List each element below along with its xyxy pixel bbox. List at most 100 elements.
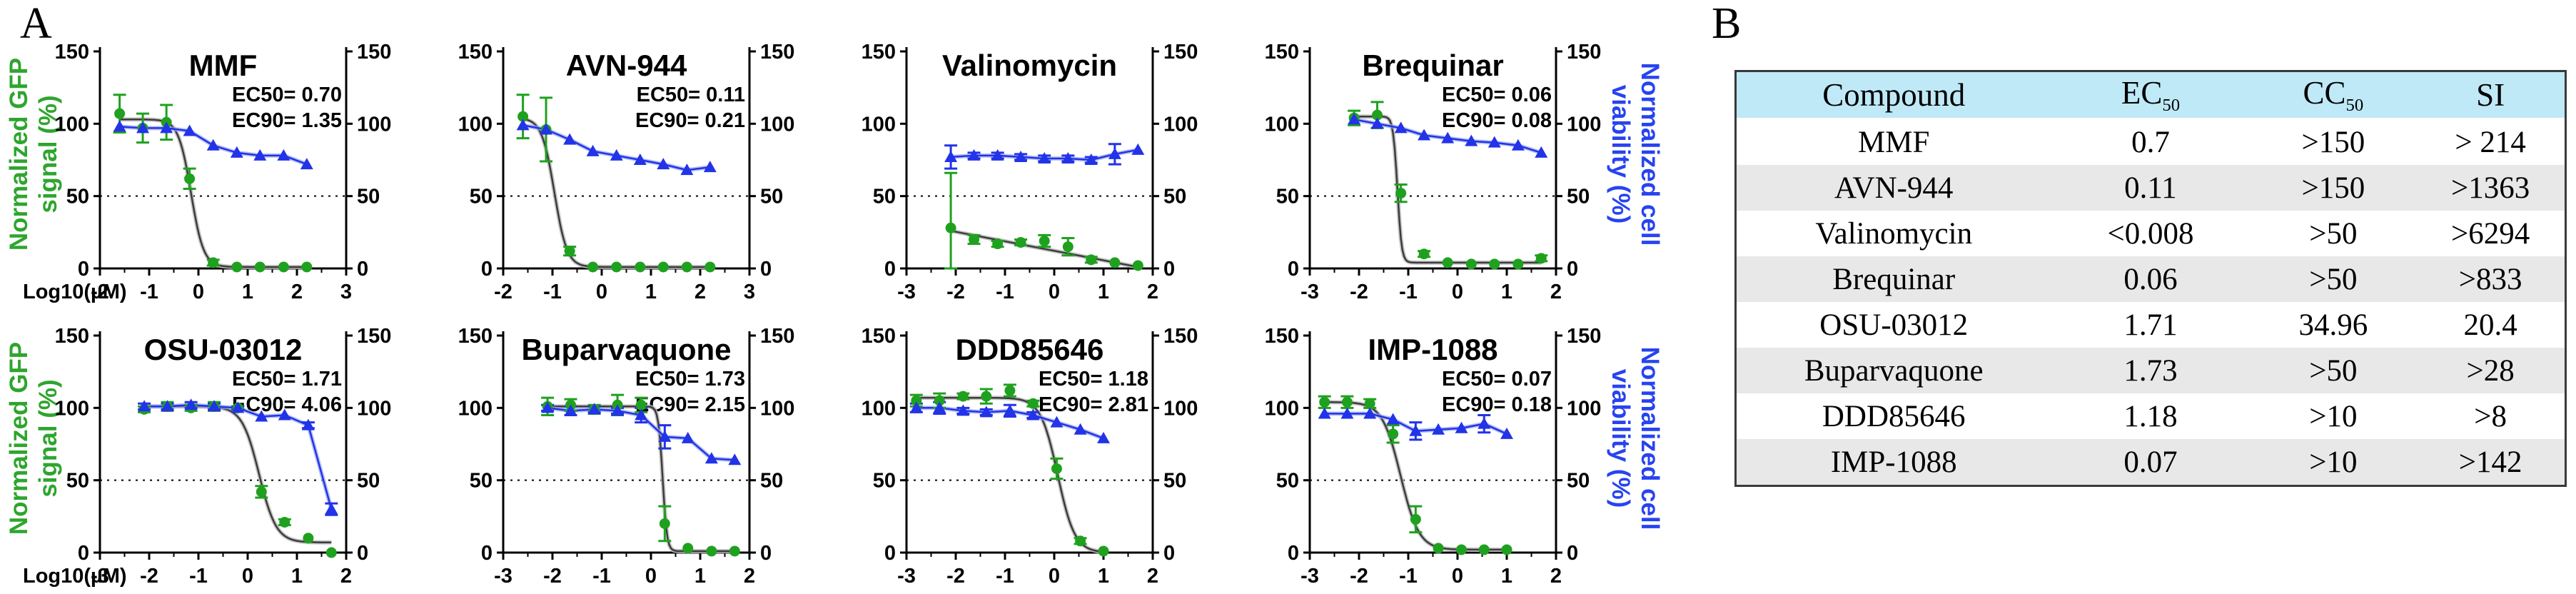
x-tick-label: -1 bbox=[543, 281, 562, 303]
viability-point bbox=[1500, 427, 1513, 439]
panel-a-label: A bbox=[20, 0, 52, 48]
y-tick-label-left: 100 bbox=[1265, 397, 1299, 420]
gfp-point bbox=[1109, 257, 1121, 268]
ec90-annotation: EC90= 0.08 bbox=[1442, 109, 1552, 132]
viability-point bbox=[1418, 129, 1431, 141]
gfp-point bbox=[657, 261, 669, 273]
gfp-point bbox=[1086, 254, 1097, 266]
dose-response-plot-brequinar: 0 0 50 50 100 100 150 150 -3 -2 -1 0 1 2 BrequinarEC50… bbox=[1265, 41, 1602, 303]
table-row-avn-944: AVN-944 0.11 >150 >1363 bbox=[1735, 165, 2566, 211]
gfp-point bbox=[1489, 258, 1500, 270]
table-cell: >142 bbox=[2458, 445, 2522, 479]
viability-point bbox=[933, 401, 946, 413]
y-tick-label-right: 150 bbox=[357, 41, 391, 64]
x-tick-label: -3 bbox=[91, 565, 109, 588]
x-tick-label: 2 bbox=[1550, 565, 1562, 588]
table-cell: 1.73 bbox=[2123, 353, 2178, 388]
x-tick-label: -3 bbox=[897, 281, 916, 303]
y-tick-label-right: 150 bbox=[1567, 325, 1601, 348]
x-tick-label: -1 bbox=[140, 281, 158, 303]
y-tick-label-left: 150 bbox=[1265, 325, 1299, 348]
gfp-point bbox=[1075, 535, 1086, 547]
x-tick-label: 1 bbox=[291, 565, 303, 588]
y-tick-label-left: 150 bbox=[55, 325, 89, 348]
table-row-osu-03012: OSU-03012 1.71 34.96 20.4 bbox=[1735, 302, 2566, 348]
viability-point bbox=[563, 133, 577, 145]
table-cell: MMF bbox=[1858, 125, 1930, 159]
x-tick-label: 1 bbox=[645, 281, 657, 303]
gfp-point bbox=[934, 395, 945, 406]
x-tick-label: -2 bbox=[1350, 281, 1368, 303]
selectivity-index-table: Compound EC50 CC50 SI MMF 0.7 >150 > 214 AVN-94… bbox=[1734, 70, 2567, 487]
gfp-point bbox=[704, 261, 716, 273]
y-tick-label-left: 150 bbox=[862, 41, 896, 64]
viability-point bbox=[138, 400, 151, 412]
gfp-point bbox=[992, 238, 1004, 250]
y-tick-label-left: 150 bbox=[862, 325, 896, 348]
table-cell: 20.4 bbox=[2463, 308, 2517, 342]
viability-point bbox=[1478, 417, 1491, 429]
table-cell: >28 bbox=[2466, 353, 2515, 388]
y-tick-label-right: 50 bbox=[357, 186, 380, 208]
x-tick-label: -2 bbox=[494, 281, 512, 303]
viability-point bbox=[1061, 151, 1075, 163]
viability-point bbox=[325, 503, 338, 515]
y-tick-label-right: 150 bbox=[1567, 41, 1601, 64]
plot-title: Buparvaquone bbox=[521, 333, 731, 366]
table-cell: 34.96 bbox=[2298, 308, 2368, 342]
gfp-point bbox=[1372, 109, 1383, 121]
table-body: MMF 0.7 >150 > 214 AVN-944 0.11 >150 >1363 Valin… bbox=[1735, 119, 2566, 486]
y-tick-label-left: 150 bbox=[458, 41, 493, 64]
viability-point bbox=[1370, 117, 1384, 129]
gfp-point bbox=[254, 261, 266, 273]
y-tick-label-left: 0 bbox=[78, 258, 89, 281]
gfp-point bbox=[256, 486, 267, 498]
table-row-imp-1088: IMP-1088 0.07 >10 >142 bbox=[1735, 439, 2566, 486]
viability-point bbox=[991, 148, 1004, 161]
viability-point bbox=[1487, 136, 1501, 148]
gfp-fit-curve bbox=[916, 396, 1104, 553]
y-tick-label-right: 50 bbox=[760, 470, 783, 493]
x-tick-label: -1 bbox=[996, 565, 1014, 588]
x-tick-label: -3 bbox=[1300, 281, 1319, 303]
gfp-point bbox=[1098, 545, 1109, 557]
y-tick-label-left: 0 bbox=[78, 542, 89, 565]
ec50-annotation: EC50= 0.07 bbox=[1442, 368, 1552, 391]
table-cell: >50 bbox=[2309, 262, 2358, 296]
x-tick-label: -2 bbox=[946, 281, 965, 303]
viability-point bbox=[1108, 147, 1121, 159]
gfp-point bbox=[114, 108, 126, 119]
table-cell: OSU-03012 bbox=[1819, 308, 1969, 342]
y-tick-label-left: 0 bbox=[884, 258, 896, 281]
gfp-point bbox=[1039, 235, 1050, 246]
viability-point bbox=[979, 406, 993, 418]
x-tick-label: 2 bbox=[291, 281, 303, 303]
viability-point bbox=[230, 146, 243, 158]
gfp-point bbox=[1364, 398, 1375, 409]
y-tick-label-left: 0 bbox=[481, 258, 493, 281]
viability-point bbox=[658, 430, 672, 442]
x-tick-label: 0 bbox=[1049, 565, 1060, 588]
table-cell: 1.18 bbox=[2123, 399, 2178, 433]
plot-title: Brequinar bbox=[1362, 49, 1503, 82]
y-tick-label-left: 100 bbox=[55, 113, 89, 136]
viability-point bbox=[183, 124, 196, 136]
x-tick-label: 0 bbox=[193, 281, 204, 303]
ec90-annotation: EC90= 2.15 bbox=[635, 393, 745, 416]
y-tick-label-right: 100 bbox=[760, 397, 794, 420]
x-tick-label: 2 bbox=[1550, 281, 1562, 303]
gfp-point bbox=[1535, 253, 1547, 264]
dose-response-plot-imp-1088: 0 0 50 50 100 100 150 150 -3 -2 -1 0 1 2 IMP-1088EC50=… bbox=[1265, 325, 1602, 588]
gfp-point bbox=[635, 399, 647, 411]
gfp-fit-curve bbox=[522, 118, 710, 268]
viability-point bbox=[956, 404, 970, 416]
viability-point bbox=[1131, 143, 1145, 155]
y-tick-label-left: 150 bbox=[1265, 41, 1299, 64]
ec90-annotation: EC90= 1.35 bbox=[232, 109, 342, 132]
y-tick-label-left: 50 bbox=[470, 186, 493, 208]
ec50-annotation: EC50= 0.11 bbox=[637, 84, 745, 106]
column-header-ec: EC50 bbox=[2051, 71, 2251, 119]
viability-point bbox=[1026, 408, 1040, 421]
